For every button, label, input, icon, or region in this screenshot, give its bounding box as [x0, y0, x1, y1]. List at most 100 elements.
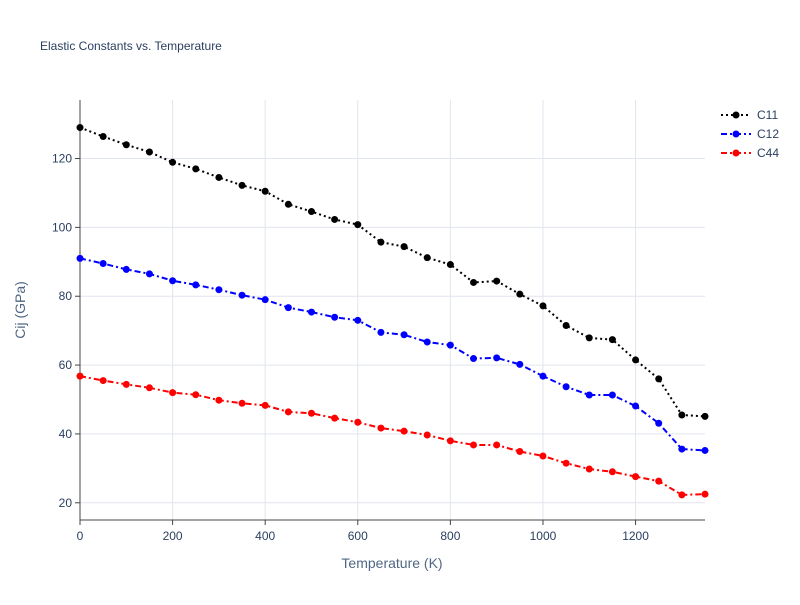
data-point-c12	[284, 304, 292, 312]
data-point-c44	[215, 396, 223, 404]
data-point-c44	[678, 491, 686, 499]
data-point-c12	[655, 419, 663, 427]
x-axis-title: Temperature (K)	[341, 555, 442, 571]
data-point-c11	[215, 173, 223, 181]
data-point-c44	[446, 437, 454, 445]
y-tick-label: 120	[52, 152, 72, 166]
data-point-c44	[331, 414, 339, 422]
data-point-c12	[145, 270, 153, 278]
data-point-c11	[585, 334, 593, 342]
data-point-c12	[446, 341, 454, 349]
data-point-c12	[539, 372, 547, 380]
data-point-c11	[678, 411, 686, 419]
data-point-c12	[99, 260, 107, 268]
y-tick-label: 100	[52, 220, 72, 234]
data-point-c12	[307, 308, 315, 316]
y-tick-label: 80	[59, 289, 73, 303]
data-point-c11	[122, 141, 130, 149]
data-point-c12	[122, 265, 130, 273]
data-point-c11	[238, 181, 246, 189]
data-point-c44	[99, 377, 107, 385]
data-point-c44	[261, 401, 269, 409]
legend-label-c44: C44	[757, 146, 779, 160]
legend-swatch-marker-c44	[732, 149, 740, 157]
x-tick-label: 200	[163, 529, 183, 543]
data-point-c12	[701, 446, 709, 454]
data-point-c12	[261, 296, 269, 304]
data-point-c11	[632, 356, 640, 364]
data-point-c44	[192, 391, 200, 399]
data-point-c44	[423, 431, 431, 439]
y-axis-title: Cij (GPa)	[12, 281, 28, 339]
series-layer	[76, 124, 709, 499]
x-tick-label: 1000	[530, 529, 557, 543]
x-tick-label: 600	[348, 529, 368, 543]
data-point-c11	[76, 124, 84, 132]
data-point-c12	[192, 281, 200, 289]
data-point-c44	[354, 418, 362, 426]
data-point-c44	[493, 441, 501, 449]
data-point-c12	[169, 277, 177, 285]
data-point-c11	[145, 148, 153, 156]
data-point-c44	[470, 441, 478, 449]
data-point-c12	[493, 354, 501, 362]
x-tick-label: 800	[440, 529, 460, 543]
data-point-c11	[261, 187, 269, 195]
legend[interactable]: C11 C12 C44	[721, 108, 779, 160]
data-point-c44	[169, 389, 177, 397]
data-point-c44	[632, 473, 640, 481]
data-point-c12	[215, 286, 223, 294]
data-point-c44	[516, 447, 524, 455]
data-point-c12	[562, 383, 570, 391]
series-line-c11	[79, 126, 706, 418]
data-point-c11	[400, 243, 408, 251]
data-point-c12	[238, 291, 246, 299]
series-line-c12	[79, 257, 706, 452]
legend-swatch-marker-c11	[732, 111, 740, 119]
data-point-c12	[423, 338, 431, 346]
data-point-c44	[238, 399, 246, 407]
axis-layer: 0 200 400 600 800 1000 1200 20 40 60 80 100 120	[52, 100, 705, 543]
data-point-c44	[145, 384, 153, 392]
data-point-c11	[701, 412, 709, 420]
data-point-c11	[192, 165, 200, 173]
chart-title: Elastic Constants vs. Temperature	[40, 39, 222, 53]
data-point-c11	[99, 132, 107, 140]
data-point-c11	[169, 158, 177, 166]
y-tick-label: 40	[59, 427, 73, 441]
legend-item-c12[interactable]: C12	[721, 127, 779, 141]
data-point-c11	[516, 290, 524, 298]
x-tick-label: 400	[255, 529, 275, 543]
grid-layer	[80, 100, 705, 520]
data-point-c11	[608, 336, 616, 344]
series-line-c44	[79, 375, 706, 496]
data-point-c12	[516, 360, 524, 368]
data-point-c11	[377, 238, 385, 246]
legend-item-c44[interactable]: C44	[721, 146, 779, 160]
data-point-c12	[76, 254, 84, 262]
x-tick-label: 0	[77, 529, 84, 543]
legend-label-c12: C12	[757, 127, 779, 141]
data-point-c44	[307, 409, 315, 417]
data-point-c11	[423, 254, 431, 262]
data-point-c11	[539, 302, 547, 310]
data-point-c44	[562, 459, 570, 467]
data-point-c11	[307, 208, 315, 216]
legend-item-c11[interactable]: C11	[721, 108, 778, 122]
data-point-c12	[354, 316, 362, 324]
data-point-c12	[377, 328, 385, 336]
data-point-c12	[331, 313, 339, 321]
legend-swatch-marker-c12	[732, 130, 740, 138]
data-point-c11	[354, 221, 362, 229]
data-point-c11	[331, 215, 339, 223]
legend-label-c11: C11	[757, 108, 778, 122]
data-point-c12	[678, 445, 686, 453]
data-point-c11	[562, 321, 570, 329]
data-point-c12	[470, 355, 478, 363]
data-point-c44	[655, 477, 663, 485]
data-point-c12	[400, 331, 408, 339]
data-point-c12	[632, 402, 640, 410]
y-tick-label: 20	[59, 496, 73, 510]
data-point-c44	[539, 452, 547, 460]
